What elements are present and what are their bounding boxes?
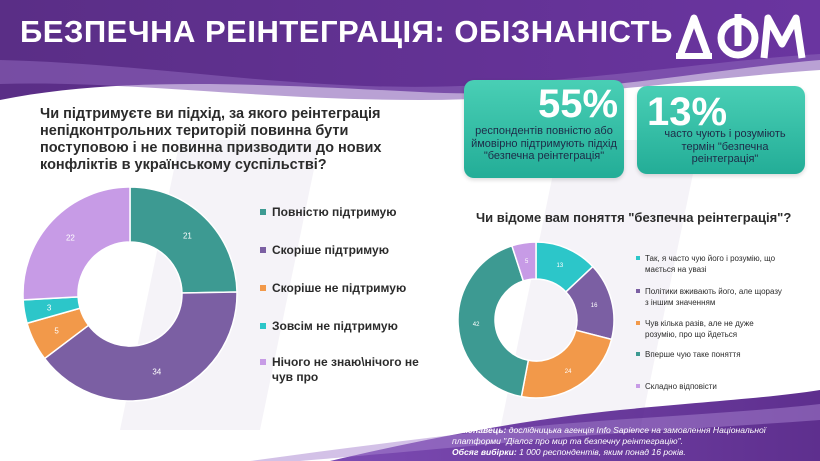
legend-1-swatch-4	[260, 359, 266, 365]
page-title: БЕЗПЕЧНА РЕІНТЕГРАЦІЯ: ОБІЗНАНІСТЬ	[20, 14, 673, 49]
donut-1-label-1: 34	[152, 367, 161, 376]
donut-2-slice-2	[520, 329, 613, 399]
legend-1-item-3: Зовсім не підтримую	[260, 319, 440, 334]
stat-card-13-text: часто чують і розуміють термін "безпечна…	[664, 128, 786, 165]
legend-1-label-0: Повністю підтримую	[272, 205, 397, 219]
legend-1-label-4: Нічого не знаю\нічого не чув про	[272, 355, 419, 384]
legend-1-label-3: Зовсім не підтримую	[272, 319, 398, 333]
donut-1-slice-1	[43, 291, 238, 402]
legend-2-item-4: Складно відповісти	[636, 381, 786, 392]
legend-1-label-2: Скоріше не підтримую	[272, 281, 407, 295]
legend-1-label-1: Скоріше підтримую	[272, 243, 389, 257]
donut-2-label-3: 42	[473, 322, 480, 328]
legend-2-label-0: Так, я часто чую його і розумію, що маєт…	[645, 254, 776, 274]
legend-2-swatch-0	[636, 256, 640, 260]
dom-logo-icon	[676, 14, 806, 59]
stat-card-13-value: 13%	[647, 90, 728, 134]
question-1-title: Чи підтримуєте ви підхід, за якого реінт…	[40, 106, 382, 173]
legend-2-swatch-4	[636, 384, 640, 388]
legend-1-item-0: Повністю підтримую	[260, 205, 440, 220]
donut-2-slice-3	[457, 244, 530, 398]
donut-1-slice-0	[129, 186, 238, 294]
legend-1-swatch-0	[260, 209, 266, 215]
legend-2-item-1: Політики вживають його, але щоразу з інш…	[636, 286, 786, 308]
donut-2-slice-4	[510, 241, 537, 282]
donut-1-label-0: 21	[183, 231, 192, 240]
legend-2-label-3: Вперше чую таке поняття	[645, 350, 741, 359]
stat-card-13: 13% часто чують і розуміють термін "безп…	[637, 86, 805, 174]
legend-1-swatch-1	[260, 247, 266, 253]
footer-credits: Виконавець: дослідницька агенція Info Sa…	[452, 425, 812, 458]
legend-1-swatch-2	[260, 285, 266, 291]
donut-2-label-2: 24	[565, 369, 572, 375]
footer-executors-label: Виконавець:	[452, 425, 507, 435]
legend-2-swatch-3	[636, 352, 640, 356]
donut-1-label-3: 3	[47, 303, 52, 312]
donut-1-slice-4	[22, 186, 131, 301]
legend-2-label-2: Чув кілька разів, але не дуже розумію, п…	[645, 319, 754, 339]
legend-1-item-1: Скоріше підтримую	[260, 243, 440, 258]
legend-1-swatch-3	[260, 323, 266, 329]
donut-1-label-2: 5	[54, 326, 59, 335]
legend-1-item-4: Нічого не знаю\нічого не чув про	[260, 355, 440, 385]
legend-1-item-2: Скоріше не підтримую	[260, 281, 440, 296]
donut-2-label-0: 13	[556, 263, 563, 269]
legend-2-label-1: Політики вживають його, але щоразу з інш…	[645, 287, 782, 307]
legend-2-label-4: Складно відповісти	[645, 382, 717, 391]
legend-2-swatch-2	[636, 321, 640, 325]
question-2-title: Чи відоме вам поняття "безпечна реінтегр…	[476, 210, 792, 225]
stat-card-55: 55% респондентів повністю або ймовірно п…	[464, 80, 624, 178]
donut-2-label-4: 5	[525, 259, 529, 265]
stat-card-55-text: респондентів повністю або ймовірно підтр…	[471, 125, 617, 162]
footer-executors-text: дослідницька агенція Info Sapience на за…	[452, 425, 766, 446]
legend-2-item-2: Чув кілька разів, але не дуже розумію, п…	[636, 318, 786, 340]
donut-1-label-4: 22	[66, 233, 75, 242]
legend-2-item-0: Так, я часто чую його і розумію, що маєт…	[636, 253, 786, 275]
legend-2-item-3: Вперше чую таке поняття	[636, 349, 786, 360]
footer-sample-label: Обсяг вибірки:	[452, 447, 517, 457]
donut-2-label-1: 16	[591, 303, 598, 309]
footer-sample-text: 1 000 респондентів, яким понад 16 років.	[519, 447, 686, 457]
stat-card-55-value: 55%	[538, 82, 619, 126]
legend-2-swatch-1	[636, 289, 640, 293]
